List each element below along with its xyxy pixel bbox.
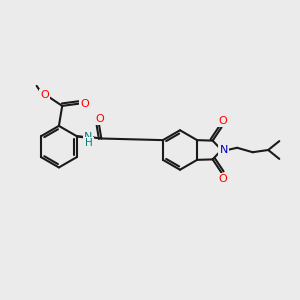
Text: O: O [80,99,89,109]
Text: O: O [40,90,49,100]
Text: O: O [218,174,227,184]
Text: O: O [218,116,227,126]
Text: N: N [220,145,228,155]
Text: H: H [85,138,93,148]
Text: N: N [84,132,92,142]
Text: O: O [96,113,105,124]
